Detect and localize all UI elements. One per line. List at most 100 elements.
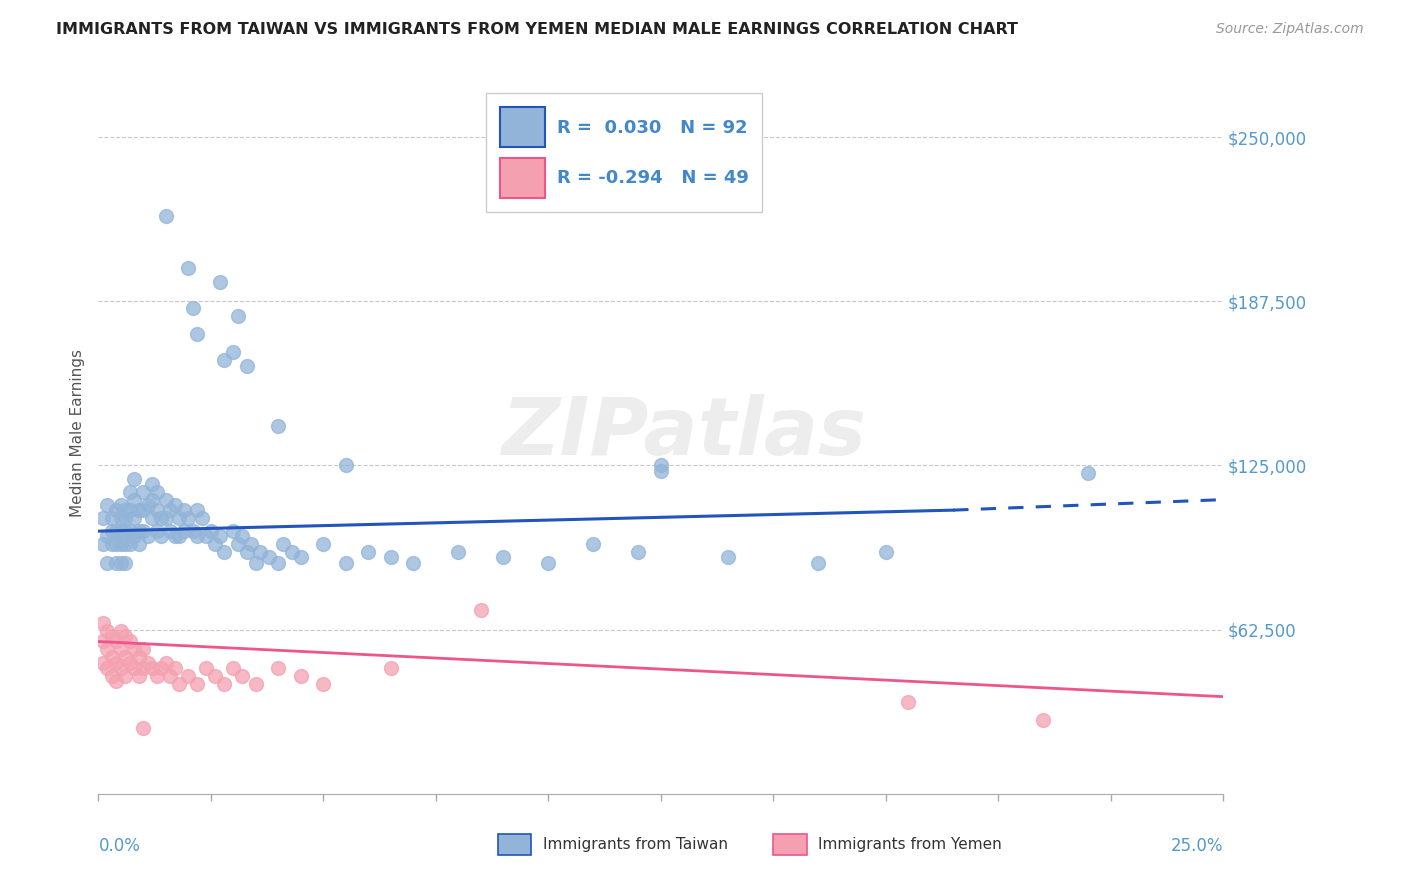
- Point: [110, 524, 132, 538]
- Point: [226, 537, 249, 551]
- Point: [447, 545, 470, 559]
- Point: [159, 524, 181, 538]
- Point: [118, 524, 141, 538]
- Point: [267, 556, 290, 570]
- Point: [267, 661, 290, 675]
- Text: Immigrants from Taiwan: Immigrants from Taiwan: [543, 837, 728, 852]
- Point: [222, 345, 245, 359]
- Point: [177, 261, 200, 276]
- Point: [110, 661, 132, 675]
- Point: [105, 656, 128, 670]
- Point: [141, 492, 163, 507]
- Point: [110, 498, 132, 512]
- Point: [150, 529, 173, 543]
- Point: [402, 556, 425, 570]
- Point: [181, 301, 204, 315]
- Point: [118, 537, 141, 551]
- Point: [875, 545, 897, 559]
- Point: [271, 537, 294, 551]
- Point: [114, 537, 136, 551]
- Point: [249, 545, 271, 559]
- Point: [312, 676, 335, 690]
- Point: [177, 668, 200, 682]
- Point: [177, 511, 200, 525]
- Point: [91, 656, 114, 670]
- Point: [290, 550, 312, 565]
- Point: [186, 327, 208, 342]
- Point: [245, 556, 267, 570]
- Point: [627, 545, 650, 559]
- Point: [195, 661, 218, 675]
- Point: [650, 464, 672, 478]
- Point: [114, 650, 136, 665]
- Point: [163, 529, 186, 543]
- Point: [807, 556, 830, 570]
- Point: [96, 498, 118, 512]
- Point: [186, 503, 208, 517]
- Point: [141, 476, 163, 491]
- Text: Source: ZipAtlas.com: Source: ZipAtlas.com: [1216, 22, 1364, 37]
- Point: [114, 511, 136, 525]
- Point: [114, 556, 136, 570]
- Point: [146, 668, 169, 682]
- Point: [267, 419, 290, 434]
- Point: [118, 484, 141, 499]
- Point: [236, 359, 259, 373]
- Point: [96, 529, 118, 543]
- Point: [169, 676, 191, 690]
- Point: [132, 484, 155, 499]
- Point: [96, 624, 118, 638]
- Point: [91, 537, 114, 551]
- Point: [101, 668, 124, 682]
- Point: [150, 661, 173, 675]
- Point: [114, 668, 136, 682]
- Point: [136, 529, 159, 543]
- Point: [128, 650, 150, 665]
- Point: [105, 634, 128, 648]
- Point: [114, 524, 136, 538]
- Point: [245, 676, 267, 690]
- Point: [124, 492, 146, 507]
- Point: [380, 550, 402, 565]
- Point: [214, 676, 236, 690]
- Point: [650, 458, 672, 473]
- Point: [380, 661, 402, 675]
- Point: [1077, 467, 1099, 481]
- FancyBboxPatch shape: [486, 93, 762, 212]
- Point: [128, 503, 150, 517]
- Point: [91, 511, 114, 525]
- Point: [110, 642, 132, 657]
- Point: [124, 529, 146, 543]
- Point: [101, 524, 124, 538]
- Text: ZIPatlas: ZIPatlas: [501, 393, 866, 472]
- Text: R =  0.030   N = 92: R = 0.030 N = 92: [557, 119, 748, 136]
- Point: [146, 503, 169, 517]
- Point: [163, 661, 186, 675]
- Point: [101, 511, 124, 525]
- Point: [1032, 714, 1054, 728]
- Point: [96, 642, 118, 657]
- Point: [214, 545, 236, 559]
- Point: [110, 537, 132, 551]
- Point: [150, 511, 173, 525]
- Point: [163, 498, 186, 512]
- Point: [105, 524, 128, 538]
- Point: [159, 668, 181, 682]
- Text: Immigrants from Yemen: Immigrants from Yemen: [818, 837, 1002, 852]
- Point: [128, 537, 150, 551]
- Point: [236, 545, 259, 559]
- Point: [101, 650, 124, 665]
- Point: [717, 550, 740, 565]
- Bar: [773, 834, 807, 855]
- Point: [312, 537, 335, 551]
- Point: [132, 503, 155, 517]
- Point: [173, 503, 195, 517]
- Point: [132, 661, 155, 675]
- Point: [132, 524, 155, 538]
- Point: [118, 503, 141, 517]
- Point: [124, 511, 146, 525]
- Point: [124, 661, 146, 675]
- Point: [128, 668, 150, 682]
- Point: [214, 353, 236, 368]
- Point: [146, 484, 169, 499]
